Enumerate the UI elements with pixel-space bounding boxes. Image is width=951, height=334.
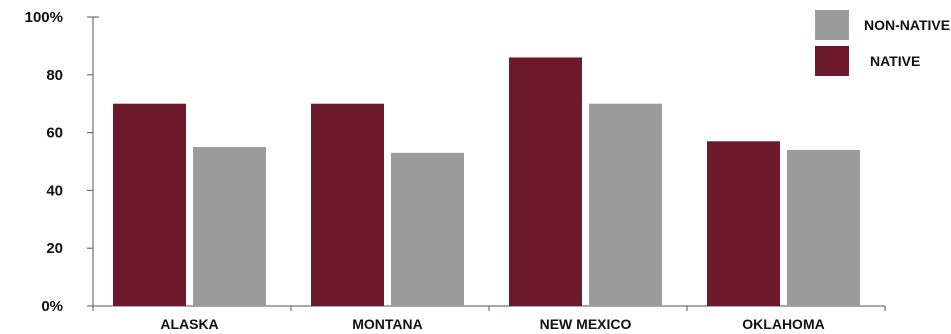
y-axis: 0% 20 40 60 80 100%	[25, 9, 99, 315]
legend-swatch	[815, 10, 849, 40]
legend: NON-NATIVE NATIVE	[815, 10, 950, 76]
bar-native-montana	[311, 103, 384, 306]
x-category-label: MONTANA	[352, 316, 423, 332]
y-tick-label: 80	[46, 67, 63, 84]
bar-non-native-alaska	[193, 147, 266, 306]
x-axis: ALASKA MONTANA NEW MEXICO OKLAHOMA	[92, 305, 886, 332]
bar-non-native-new-mexico	[589, 103, 662, 306]
legend-swatch	[815, 46, 849, 76]
bar-native-alaska	[113, 103, 186, 306]
bar-non-native-oklahoma	[787, 149, 860, 306]
legend-label: NATIVE	[870, 53, 920, 69]
legend-label: NON-NATIVE	[864, 17, 950, 33]
x-category-label: OKLAHOMA	[742, 316, 824, 332]
x-category-label: ALASKA	[160, 316, 218, 332]
x-category-label: NEW MEXICO	[540, 316, 632, 332]
y-tick-label: 100%	[25, 9, 63, 26]
y-tick-label: 60	[46, 125, 63, 142]
bar-native-oklahoma	[707, 141, 780, 306]
bar-native-new-mexico	[509, 57, 582, 307]
y-tick-label: 0%	[41, 298, 63, 315]
bars	[113, 57, 860, 307]
y-tick-label: 20	[46, 240, 63, 257]
bar-non-native-montana	[391, 152, 464, 306]
y-tick-label: 40	[46, 182, 63, 199]
